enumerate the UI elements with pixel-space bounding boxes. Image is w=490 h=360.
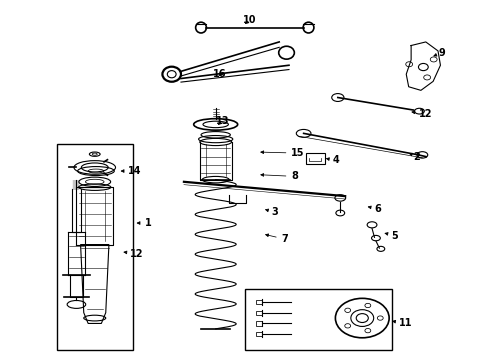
Bar (256, 311, 262, 315)
Text: 6: 6 (368, 204, 381, 214)
Bar (57, 144, 133, 350)
Bar (256, 332, 262, 336)
Text: 5: 5 (385, 231, 398, 240)
Text: 9: 9 (434, 48, 445, 58)
Text: 12: 12 (412, 109, 432, 119)
Text: 13: 13 (216, 116, 229, 126)
Bar (256, 321, 262, 325)
Text: 1: 1 (137, 218, 151, 228)
Text: 3: 3 (266, 207, 279, 217)
Bar (306, 153, 325, 164)
Text: 8: 8 (261, 171, 298, 181)
Text: 10: 10 (243, 15, 256, 26)
Text: 14: 14 (121, 166, 141, 176)
Text: 16: 16 (213, 69, 227, 79)
Text: 4: 4 (326, 155, 340, 165)
Bar (245, 289, 392, 350)
Text: 11: 11 (392, 319, 413, 328)
Bar (256, 300, 262, 304)
Text: 12: 12 (124, 248, 144, 258)
Text: 2: 2 (410, 152, 420, 162)
Text: 15: 15 (261, 148, 305, 158)
Text: 7: 7 (266, 234, 289, 244)
